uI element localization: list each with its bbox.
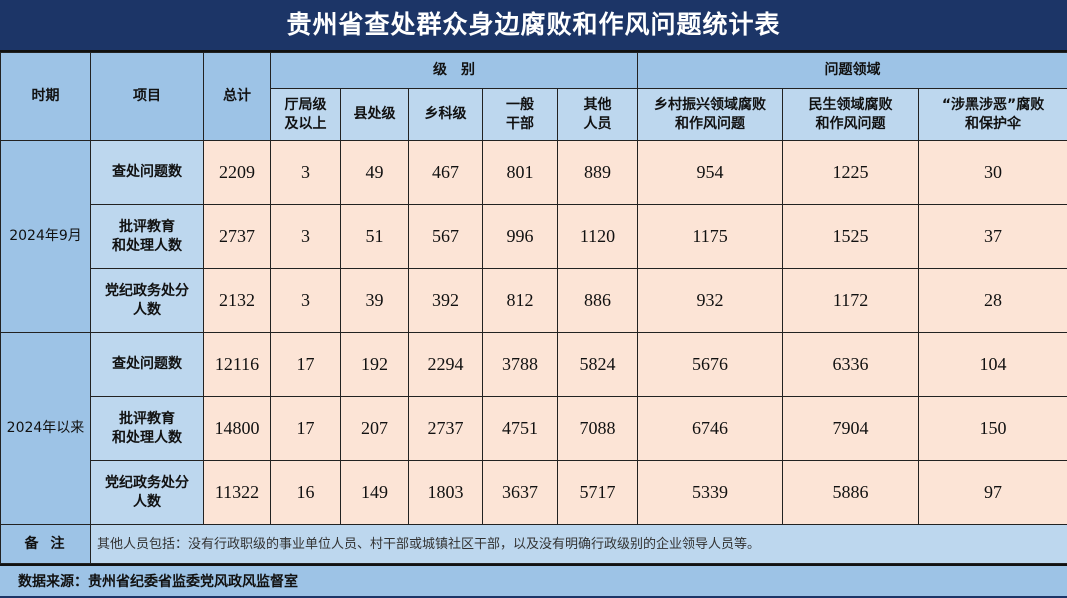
value-cell: 28 xyxy=(919,269,1067,333)
header-item: 项目 xyxy=(91,53,204,141)
item-cell: 批评教育 和处理人数 xyxy=(91,397,204,461)
item-cell: 查处问题数 xyxy=(91,333,204,397)
value-cell: 1225 xyxy=(783,141,919,205)
value-cell: 6336 xyxy=(783,333,919,397)
value-cell: 16 xyxy=(271,461,341,525)
item-cell: 党纪政务处分 人数 xyxy=(91,461,204,525)
item-cell: 批评教育 和处理人数 xyxy=(91,205,204,269)
value-cell: 1120 xyxy=(558,205,638,269)
value-cell: 51 xyxy=(341,205,409,269)
value-cell: 207 xyxy=(341,397,409,461)
value-cell: 1803 xyxy=(409,461,483,525)
value-cell: 2737 xyxy=(409,397,483,461)
item-cell: 党纪政务处分 人数 xyxy=(91,269,204,333)
header-level: 级 别 xyxy=(271,53,638,89)
period-cell: 2024年以来 xyxy=(1,333,91,525)
value-cell: 996 xyxy=(483,205,558,269)
value-cell: 17 xyxy=(271,397,341,461)
value-cell: 39 xyxy=(341,269,409,333)
value-cell: 3 xyxy=(271,205,341,269)
subheader: 民生领域腐败 和作风问题 xyxy=(783,89,919,141)
value-cell: 149 xyxy=(341,461,409,525)
value-cell: 5717 xyxy=(558,461,638,525)
value-cell: 11322 xyxy=(204,461,271,525)
value-cell: 6746 xyxy=(638,397,783,461)
value-cell: 1172 xyxy=(783,269,919,333)
value-cell: 2132 xyxy=(204,269,271,333)
value-cell: 567 xyxy=(409,205,483,269)
table-title: 贵州省查处群众身边腐败和作风问题统计表 xyxy=(0,0,1067,52)
value-cell: 37 xyxy=(919,205,1067,269)
statistics-table: 时期 项目 总计 级 别 问题领域 厅局级 及以上县处级乡科级一般 干部其他 人… xyxy=(0,52,1067,564)
value-cell: 467 xyxy=(409,141,483,205)
value-cell: 150 xyxy=(919,397,1067,461)
value-cell: 4751 xyxy=(483,397,558,461)
value-cell: 3788 xyxy=(483,333,558,397)
value-cell: 17 xyxy=(271,333,341,397)
value-cell: 3 xyxy=(271,141,341,205)
value-cell: 889 xyxy=(558,141,638,205)
value-cell: 5886 xyxy=(783,461,919,525)
header-total: 总计 xyxy=(204,53,271,141)
item-cell: 查处问题数 xyxy=(91,141,204,205)
value-cell: 3637 xyxy=(483,461,558,525)
value-cell: 2294 xyxy=(409,333,483,397)
value-cell: 2737 xyxy=(204,205,271,269)
subheader: 乡村振兴领域腐败 和作风问题 xyxy=(638,89,783,141)
value-cell: 104 xyxy=(919,333,1067,397)
value-cell: 14800 xyxy=(204,397,271,461)
value-cell: 5676 xyxy=(638,333,783,397)
data-source: 数据来源：贵州省纪委省监委党风政风监督室 xyxy=(0,564,1067,596)
value-cell: 1525 xyxy=(783,205,919,269)
note-text: 其他人员包括：没有行政职级的事业单位人员、村干部或城镇社区干部，以及没有明确行政… xyxy=(91,525,1067,564)
value-cell: 5339 xyxy=(638,461,783,525)
value-cell: 932 xyxy=(638,269,783,333)
subheader: 一般 干部 xyxy=(483,89,558,141)
value-cell: 30 xyxy=(919,141,1067,205)
header-field: 问题领域 xyxy=(638,53,1067,89)
subheader: 乡科级 xyxy=(409,89,483,141)
header-period: 时期 xyxy=(1,53,91,141)
value-cell: 7904 xyxy=(783,397,919,461)
value-cell: 886 xyxy=(558,269,638,333)
value-cell: 97 xyxy=(919,461,1067,525)
period-cell: 2024年9月 xyxy=(1,141,91,333)
value-cell: 1175 xyxy=(638,205,783,269)
value-cell: 12116 xyxy=(204,333,271,397)
subheader: 其他 人员 xyxy=(558,89,638,141)
value-cell: 49 xyxy=(341,141,409,205)
value-cell: 801 xyxy=(483,141,558,205)
value-cell: 5824 xyxy=(558,333,638,397)
subheader: 县处级 xyxy=(341,89,409,141)
subheader: “涉黑涉恶”腐败 和保护伞 xyxy=(919,89,1067,141)
value-cell: 3 xyxy=(271,269,341,333)
value-cell: 954 xyxy=(638,141,783,205)
value-cell: 392 xyxy=(409,269,483,333)
note-label: 备注 xyxy=(1,525,91,564)
value-cell: 192 xyxy=(341,333,409,397)
subheader: 厅局级 及以上 xyxy=(271,89,341,141)
value-cell: 812 xyxy=(483,269,558,333)
value-cell: 2209 xyxy=(204,141,271,205)
value-cell: 7088 xyxy=(558,397,638,461)
